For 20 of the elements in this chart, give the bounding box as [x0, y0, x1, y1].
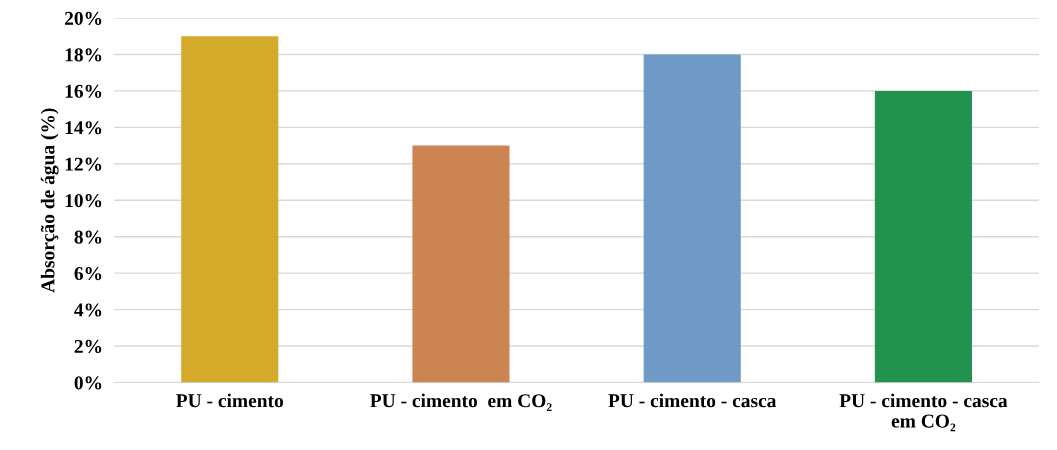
bar: [874, 90, 972, 383]
x-tick-label: PU - cimento - casca: [608, 393, 777, 408]
bar: [181, 36, 279, 383]
y-tick-label: 20%: [64, 11, 102, 25]
y-tick-label: 4%: [74, 303, 102, 317]
y-tick-label: 0%: [74, 376, 102, 390]
y-tick-label: 10%: [65, 194, 102, 208]
x-tick-label: PU - cimento - casca em CO₂: [839, 393, 1008, 432]
y-tick-label: 12%: [65, 157, 102, 171]
x-tick-label: PU - cimento em CO₂: [370, 393, 552, 411]
y-tick-label: 6%: [74, 266, 102, 281]
y-tick-label: 2%: [74, 339, 102, 354]
y-tick-label: 18%: [65, 48, 102, 62]
bar: [412, 145, 510, 383]
y-tick-label: 8%: [74, 230, 102, 244]
bar: [643, 54, 741, 383]
y-axis-title: Absorção de água (%): [40, 108, 59, 293]
y-tick-label: 14%: [65, 121, 102, 135]
x-tick-label: PU - cimento: [176, 393, 284, 408]
y-tick-label: 16%: [65, 84, 102, 98]
